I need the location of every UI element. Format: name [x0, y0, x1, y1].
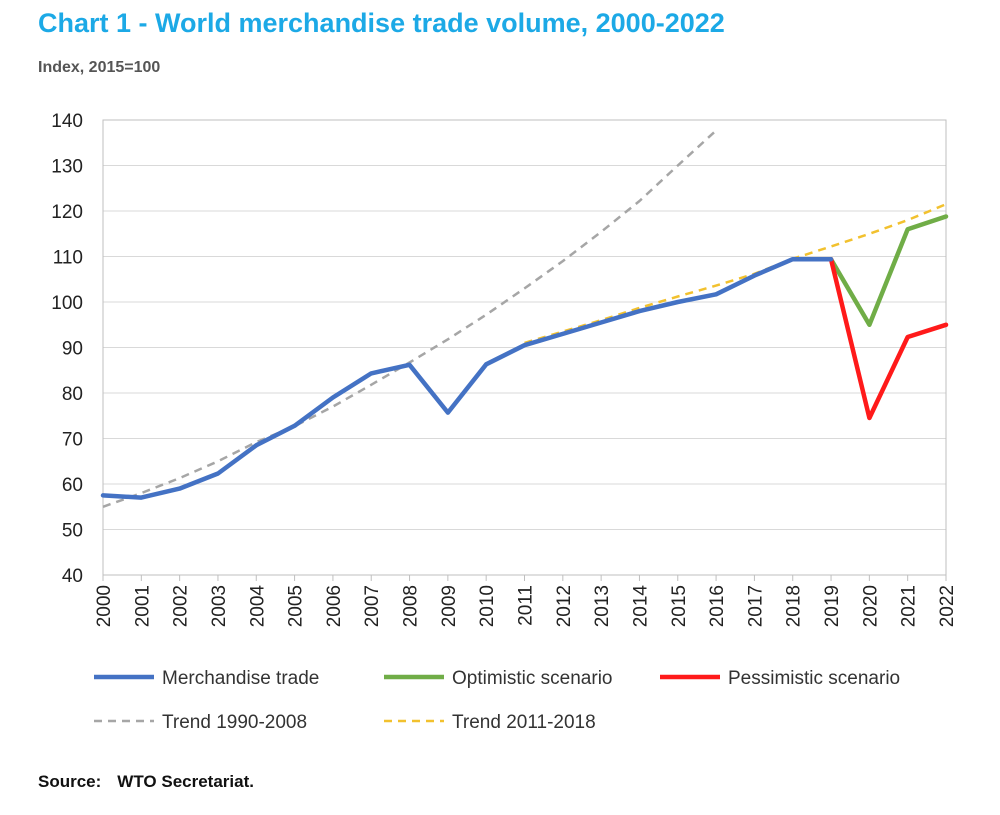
legend-label-pessimistic-scenario: Pessimistic scenario	[728, 668, 900, 689]
x-tick-label-2000: 2000	[94, 585, 115, 627]
y-tick-label-120: 120	[51, 202, 83, 223]
x-tick-label-2005: 2005	[286, 585, 307, 627]
x-tick-label-2007: 2007	[362, 585, 383, 627]
y-tick-label-90: 90	[62, 339, 83, 360]
y-tick-label-130: 130	[51, 157, 83, 178]
x-tick-label-2016: 2016	[707, 585, 728, 627]
x-tick-label-2021: 2021	[899, 585, 920, 627]
y-tick-label-60: 60	[62, 475, 83, 496]
source-text: WTO Secretariat.	[117, 772, 254, 791]
x-tick-label-2004: 2004	[247, 585, 268, 628]
series-line-trend-2011-2018	[524, 203, 947, 345]
y-tick-label-70: 70	[62, 430, 83, 451]
series-line-merchandise-trade	[100, 256, 834, 500]
y-tick-label-80: 80	[62, 384, 83, 405]
x-tick-label-2017: 2017	[745, 585, 766, 627]
line-chart: 40 50 60 70 80 90 100 110 120 130 140 2000 2001 2002 2…	[51, 111, 958, 733]
y-tick-label-140: 140	[51, 111, 83, 132]
x-tick-label-2013: 2013	[592, 585, 613, 627]
x-tick-label-2020: 2020	[860, 585, 881, 627]
source-label: Source:	[38, 772, 102, 791]
x-tick-label-2012: 2012	[554, 585, 575, 627]
legend-label-optimistic-scenario: Optimistic scenario	[452, 668, 613, 689]
x-tick-label-2018: 2018	[784, 585, 805, 627]
x-tick-label-2010: 2010	[477, 585, 498, 627]
legend-label-trend-2011-2018: Trend 2011-2018	[452, 712, 596, 733]
series-line-optimistic-scenario	[828, 214, 949, 328]
x-tick-label-2008: 2008	[401, 585, 422, 627]
x-tick-label-2019: 2019	[822, 585, 843, 627]
x-tick-label-2022: 2022	[937, 585, 958, 627]
legend-label-merchandise-trade: Merchandise trade	[162, 668, 319, 689]
x-tick-label-2014: 2014	[630, 585, 651, 628]
chart-subtitle: Index, 2015=100	[38, 59, 161, 76]
legend-label-trend-1990-2008: Trend 1990-2008	[162, 712, 307, 733]
x-tick-label-2009: 2009	[439, 585, 460, 627]
x-tick-label-2006: 2006	[324, 585, 345, 627]
source-note: Source: WTO Secretariat.	[38, 772, 254, 792]
chart-title: Chart 1 - World merchandise trade volume…	[38, 8, 725, 38]
y-tick-label-50: 50	[62, 521, 83, 542]
x-tick-label-2001: 2001	[132, 585, 153, 627]
y-tick-label-40: 40	[62, 566, 83, 587]
series-line-trend-1990-2008	[102, 129, 717, 508]
x-tick-label-2002: 2002	[171, 585, 192, 627]
y-tick-label-110: 110	[53, 248, 83, 269]
x-tick-label-2003: 2003	[209, 585, 230, 627]
x-tick-label-2015: 2015	[669, 585, 690, 627]
y-tick-label-100: 100	[51, 293, 83, 314]
x-tick-label-2011: 2011	[516, 585, 537, 626]
series-line-pessimistic-scenario	[828, 256, 949, 421]
